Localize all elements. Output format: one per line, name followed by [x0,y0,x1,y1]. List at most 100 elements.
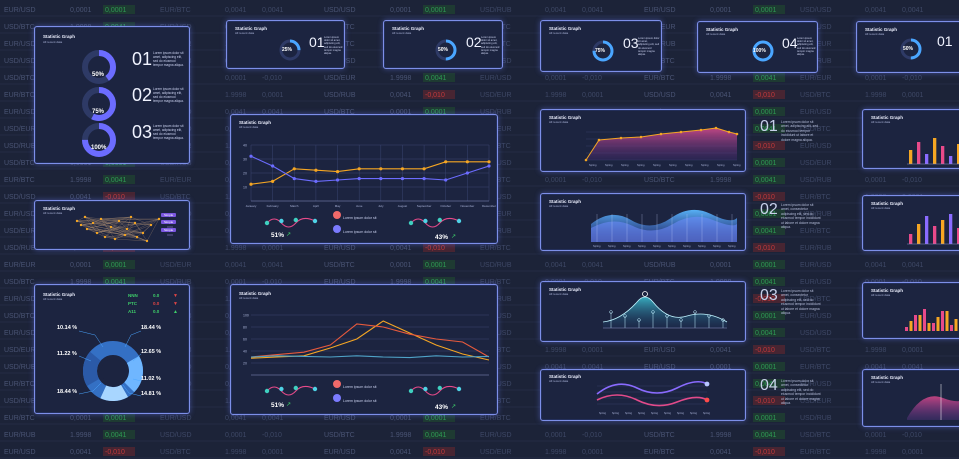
ticker-change: 0,0001 [755,7,777,14]
side-text-4: Lorem ipsum dolor sit amet, consectetur … [781,379,821,406]
ticker-change-bg [103,430,135,439]
x-tick-label: March [290,204,299,208]
card-title: Statistic Graph [549,374,582,379]
card-subtitle: All recent data [706,32,726,36]
ticker-pair: USD/EUR [160,262,192,269]
data-point [735,132,739,136]
ticker-pair: USD/USD [644,92,676,99]
lollipop-chart [602,291,728,329]
ticker-change: 0,0001 [582,449,604,456]
ticker-change: 0,0041 [105,177,127,184]
ticker-change-bg [423,73,455,82]
donut-slice-1 [83,341,143,401]
stem-dot [665,314,669,318]
card-title: Statistic Graph [392,26,425,31]
donut-callout [78,330,104,348]
data-point [465,160,469,164]
world-map [75,215,173,243]
gauge-2-fill [82,87,116,121]
ticker-pair: EUR/BTC [4,177,35,184]
ticker-pair: EUR/BTC [160,7,191,14]
gauge-1-fill [82,50,116,84]
legend-val-1: 0.0 [153,293,160,298]
donut-left-3: 18.44 % [57,389,78,395]
data-point [400,177,405,181]
pct-right: 43% [435,404,449,411]
data-point [597,138,601,142]
ticker-change: 0,0041 [755,330,777,337]
ticker-value: 1.9998 [545,92,567,99]
ticker-pair: EUR/BTC [800,194,831,201]
arrow-up-icon: ↗ [286,232,292,238]
bar [941,146,945,164]
ticker-pair: USD/RUB [4,398,36,405]
map-node [135,235,139,239]
stat-text: Lorem ipsum dolor sit amet, adipiscing e… [797,37,816,57]
x-tick-label: October [440,204,451,208]
ticker-pair: EUR/USD [4,7,36,14]
ticker-value: 0,0041 [225,109,247,116]
gauge-3-fill [82,123,116,157]
stat-card-4: Statistic Graph All recent data 100% 04 … [697,21,818,73]
card-title: Statistic Graph [239,120,272,125]
ticker-pair: EUR/RUB [4,432,36,439]
ticker-change: 0,0041 [755,279,777,286]
ticker-pair: EUR/USD [644,347,676,354]
ticker-change: 0,0041 [582,262,604,269]
wave-chart: Spring Spring Spring Spring Spring Spring Spri… [596,380,711,415]
ticker-value: 0,0001 [545,177,567,184]
map-link [76,220,136,224]
ticker-change: -0,010 [755,143,775,150]
ticker-change: 0,0001 [425,7,447,14]
ticker-change: 0,0001 [755,415,777,422]
line-chart-2: 100 80 60 40 20 [243,314,490,402]
side-number-4: 04 [760,377,778,394]
mini-wave-right-dot [437,217,442,223]
data-point [379,177,383,181]
map-link [114,234,126,240]
mini-wave-right-dot [408,220,414,226]
ticker-pair: EUR/BTC [480,415,511,422]
map-link [100,218,116,240]
ticker-pair: USD/EUR [324,75,356,82]
stat-card-1: Statistic Graph All recent data 25% 01 L… [226,20,345,69]
ticker-change: -0,010 [755,296,775,303]
stem-dot [707,314,711,318]
map-link [76,218,160,222]
wave-chart-card: Statistic Graph All recent data Spring Sp… [540,369,746,421]
x-tick-label: July [378,204,384,208]
ticker-pair: EUR/USD [644,7,676,14]
ticker-pair: EUR/RUB [800,245,832,252]
map-link [86,222,94,230]
ticker-change: 0,0041 [105,432,127,439]
ticker-change-bg [423,413,455,422]
ticker-pair: USD/EUR [480,449,512,456]
bar-chart-card-2: Statistic Graph All recent data [862,195,959,251]
map-link [100,216,132,220]
ticker-pair: USD/USD [4,58,36,65]
ticker-change: -0,010 [902,177,922,184]
ticker-change: 0,0041 [262,109,284,116]
card-title: Statistic Graph [43,292,76,297]
card-subtitle: All recent data [549,31,569,35]
series-line-3 [250,355,490,359]
mini-wave-right-dot [423,218,428,224]
side-number-3: 03 [760,287,778,304]
y-tick-label: 100 [243,314,249,318]
ticker-change: -0,010 [262,279,282,286]
ticker-value: 0,0041 [390,449,412,456]
ticker-pair: EUR/USD [4,449,36,456]
ticker-pair: USD/BTC [800,92,831,99]
ticker-pair: EUR/BTC [800,449,831,456]
legend-text-2: Lorem ipsum dolor sit [343,399,377,403]
donut-callout [78,382,102,395]
ticker-pair: USD/EUR [4,228,36,235]
ticker-pair: EUR/USD [4,330,36,337]
mini-wave-right-dot [423,386,428,392]
area-chart-card-1: Statistic Graph All recent data Spring Sp… [540,109,746,172]
series-line-1 [250,161,489,185]
ticker-value: 0,0041 [710,92,732,99]
legend-code-3: A11 [128,309,137,314]
ticker-value: 0,0041 [225,262,247,269]
ticker-change: -0,010 [755,449,775,456]
